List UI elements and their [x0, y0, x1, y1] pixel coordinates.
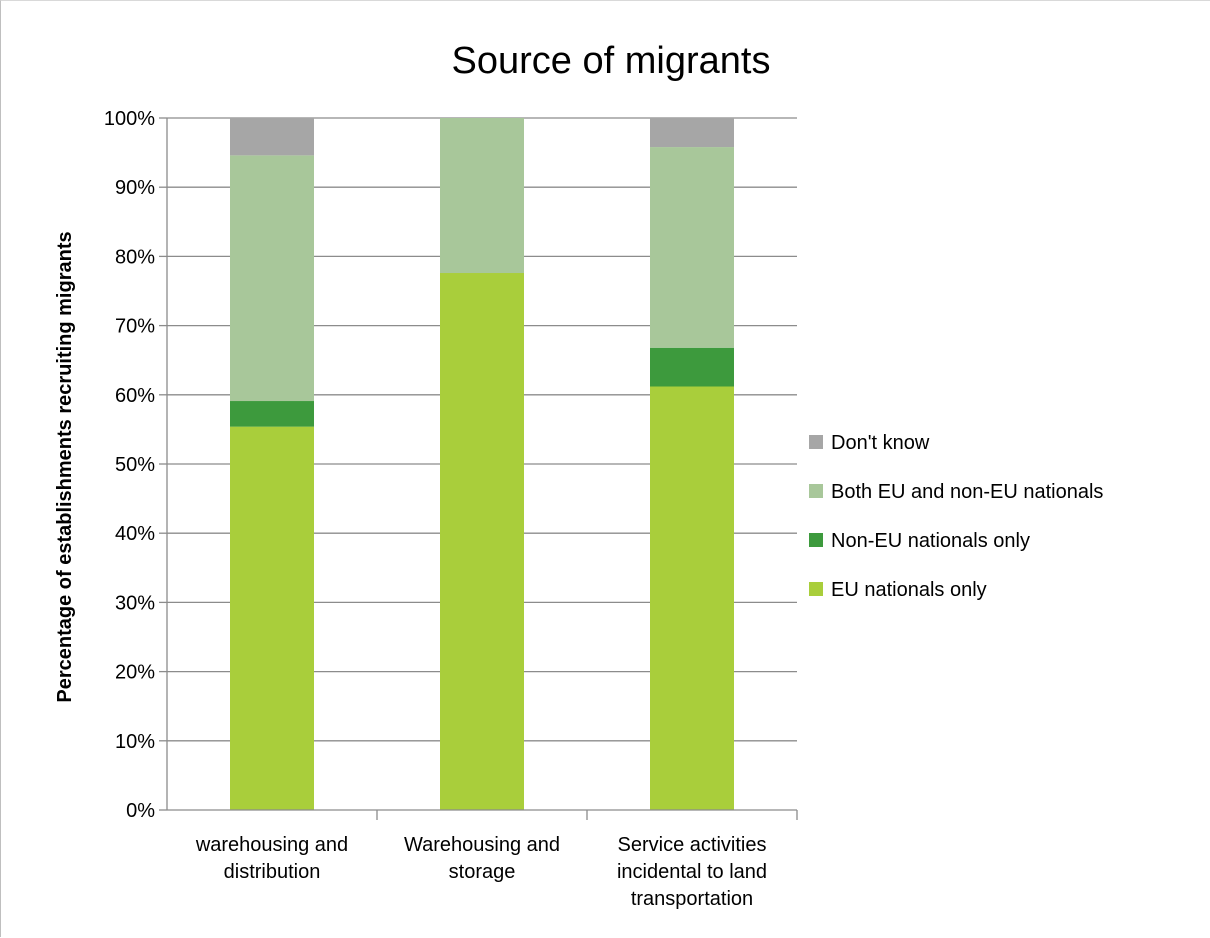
bar-segment	[650, 147, 734, 348]
legend: Don't know Both EU and non-EU nationals No…	[809, 432, 1103, 601]
legend-label: Don't know	[831, 432, 930, 454]
axes	[159, 117, 798, 820]
y-tick-label: 0%	[126, 800, 155, 822]
x-category-label-line: storage	[449, 861, 516, 883]
x-category-label-line: incidental to land	[617, 861, 767, 883]
y-tick-label: 90%	[115, 177, 155, 199]
y-tick-label: 70%	[115, 316, 155, 338]
x-category-label-line: distribution	[224, 861, 321, 883]
legend-swatch	[809, 484, 823, 498]
legend-swatch	[809, 533, 823, 547]
y-tick-labels: 0% 10% 20% 30% 40% 50% 60% 70% 80% 90% 100%	[104, 108, 155, 822]
y-tick-label: 30%	[115, 592, 155, 614]
bar-segment	[440, 118, 524, 274]
chart-title: Source of migrants	[452, 40, 771, 82]
y-axis-label: Percentage of establishments recruiting …	[54, 231, 76, 702]
x-category-label-line: Service activities	[618, 834, 767, 856]
bars	[230, 118, 734, 810]
y-tick-label: 20%	[115, 662, 155, 684]
bar-segment	[650, 347, 734, 387]
x-category-label-line: Warehousing and	[404, 834, 560, 856]
y-tick-label: 10%	[115, 731, 155, 753]
x-category-labels: warehousing and distribution Warehousing a…	[195, 834, 767, 910]
x-category-label: warehousing and distribution	[195, 834, 348, 883]
legend-label: Non-EU nationals only	[831, 530, 1030, 552]
bar-segment	[230, 401, 314, 427]
x-category-label-line: warehousing and	[195, 834, 348, 856]
bar-segment	[230, 118, 314, 156]
legend-swatch	[809, 582, 823, 596]
legend-label: Both EU and non-EU nationals	[831, 481, 1103, 503]
y-tick-label: 50%	[115, 454, 155, 476]
y-tick-label: 40%	[115, 523, 155, 545]
x-category-label: Service activities incidental to land tran…	[617, 834, 767, 910]
bar-segment	[650, 118, 734, 148]
y-tick-label: 80%	[115, 246, 155, 268]
y-tick-label: 100%	[104, 108, 155, 130]
legend-swatch	[809, 435, 823, 449]
bar-segment	[650, 386, 734, 810]
bar-segment	[230, 155, 314, 402]
legend-label: EU nationals only	[831, 579, 987, 601]
y-tick-label: 60%	[115, 385, 155, 407]
x-category-label: Warehousing and storage	[404, 834, 560, 883]
x-category-label-line: transportation	[631, 888, 753, 910]
bar-segment	[440, 273, 524, 810]
bar-segment	[230, 426, 314, 810]
